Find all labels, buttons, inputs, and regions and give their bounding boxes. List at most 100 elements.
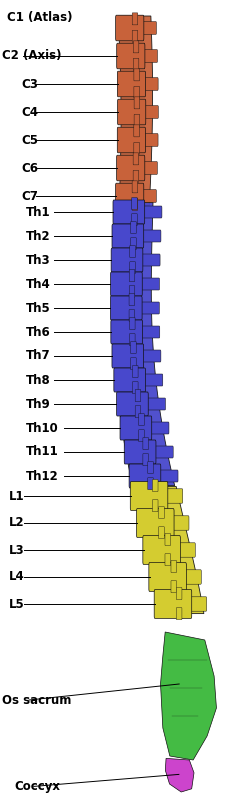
FancyBboxPatch shape [148, 478, 153, 490]
FancyBboxPatch shape [131, 358, 136, 370]
FancyBboxPatch shape [152, 479, 158, 491]
FancyBboxPatch shape [116, 183, 144, 209]
Text: Coccyx: Coccyx [14, 780, 60, 793]
FancyBboxPatch shape [130, 262, 135, 274]
FancyBboxPatch shape [159, 526, 164, 538]
Text: Th10: Th10 [26, 422, 58, 434]
Polygon shape [118, 16, 153, 206]
FancyBboxPatch shape [113, 200, 145, 224]
Text: C4: C4 [21, 106, 38, 118]
FancyBboxPatch shape [133, 170, 139, 182]
Text: Th1: Th1 [26, 206, 50, 218]
FancyBboxPatch shape [129, 270, 135, 282]
FancyBboxPatch shape [130, 334, 135, 346]
FancyBboxPatch shape [179, 542, 195, 557]
FancyBboxPatch shape [131, 222, 136, 234]
FancyBboxPatch shape [135, 390, 141, 402]
FancyBboxPatch shape [117, 127, 145, 153]
FancyBboxPatch shape [149, 562, 186, 591]
FancyBboxPatch shape [124, 440, 156, 464]
FancyBboxPatch shape [112, 224, 144, 248]
FancyBboxPatch shape [165, 534, 171, 546]
FancyBboxPatch shape [133, 366, 138, 378]
FancyBboxPatch shape [133, 382, 138, 394]
FancyBboxPatch shape [131, 238, 136, 250]
FancyBboxPatch shape [129, 286, 135, 298]
FancyBboxPatch shape [134, 114, 140, 126]
FancyBboxPatch shape [131, 342, 136, 354]
Polygon shape [161, 632, 216, 760]
FancyBboxPatch shape [154, 590, 192, 618]
FancyBboxPatch shape [160, 470, 178, 482]
Text: Th6: Th6 [26, 326, 50, 338]
FancyBboxPatch shape [141, 302, 159, 314]
FancyBboxPatch shape [134, 69, 140, 81]
FancyBboxPatch shape [143, 536, 180, 565]
FancyBboxPatch shape [117, 71, 146, 97]
Text: L3: L3 [9, 543, 25, 557]
Polygon shape [113, 202, 175, 486]
FancyBboxPatch shape [151, 422, 169, 434]
FancyBboxPatch shape [143, 22, 156, 34]
Text: Th3: Th3 [26, 254, 50, 266]
Text: C7: C7 [21, 190, 38, 202]
FancyBboxPatch shape [116, 15, 144, 41]
FancyBboxPatch shape [132, 13, 138, 25]
FancyBboxPatch shape [112, 344, 144, 368]
FancyBboxPatch shape [116, 155, 145, 181]
FancyBboxPatch shape [129, 294, 135, 306]
FancyBboxPatch shape [133, 41, 139, 53]
FancyBboxPatch shape [130, 246, 135, 258]
Text: Th12: Th12 [26, 470, 58, 482]
FancyBboxPatch shape [145, 106, 158, 118]
FancyBboxPatch shape [111, 272, 142, 296]
FancyBboxPatch shape [167, 489, 183, 503]
FancyBboxPatch shape [132, 214, 137, 226]
FancyBboxPatch shape [165, 554, 171, 566]
Text: Th8: Th8 [26, 374, 50, 386]
Text: C2 (Axis): C2 (Axis) [2, 50, 62, 62]
FancyBboxPatch shape [141, 326, 160, 338]
Text: C6: C6 [21, 162, 38, 174]
FancyBboxPatch shape [120, 416, 152, 440]
FancyBboxPatch shape [111, 320, 143, 344]
Text: C1 (Atlas): C1 (Atlas) [7, 11, 72, 24]
FancyBboxPatch shape [134, 125, 139, 137]
FancyBboxPatch shape [132, 198, 138, 210]
FancyBboxPatch shape [139, 430, 144, 442]
FancyBboxPatch shape [116, 392, 148, 416]
Text: Th2: Th2 [26, 230, 50, 242]
Text: Th11: Th11 [26, 446, 58, 458]
Text: L2: L2 [9, 517, 25, 530]
Text: Os sacrum: Os sacrum [2, 694, 72, 706]
Polygon shape [132, 486, 204, 614]
FancyBboxPatch shape [173, 516, 189, 530]
FancyBboxPatch shape [191, 597, 207, 611]
FancyBboxPatch shape [111, 248, 143, 272]
FancyBboxPatch shape [139, 414, 144, 426]
FancyBboxPatch shape [141, 278, 160, 290]
FancyBboxPatch shape [133, 58, 139, 70]
FancyBboxPatch shape [142, 254, 160, 266]
FancyBboxPatch shape [147, 398, 165, 410]
FancyBboxPatch shape [176, 608, 182, 620]
FancyBboxPatch shape [185, 570, 201, 584]
FancyBboxPatch shape [143, 230, 161, 242]
FancyBboxPatch shape [171, 581, 177, 593]
FancyBboxPatch shape [132, 30, 138, 42]
FancyBboxPatch shape [114, 368, 146, 392]
FancyBboxPatch shape [144, 78, 158, 90]
FancyBboxPatch shape [118, 99, 146, 125]
Text: L4: L4 [9, 570, 25, 583]
Text: L1: L1 [9, 490, 25, 502]
FancyBboxPatch shape [129, 464, 161, 488]
FancyBboxPatch shape [148, 462, 153, 474]
FancyBboxPatch shape [134, 86, 140, 98]
Text: Th7: Th7 [26, 350, 50, 362]
FancyBboxPatch shape [144, 206, 162, 218]
FancyBboxPatch shape [132, 198, 137, 210]
FancyBboxPatch shape [152, 500, 158, 512]
FancyBboxPatch shape [143, 454, 148, 466]
FancyBboxPatch shape [133, 153, 139, 165]
Text: L5: L5 [9, 598, 25, 610]
